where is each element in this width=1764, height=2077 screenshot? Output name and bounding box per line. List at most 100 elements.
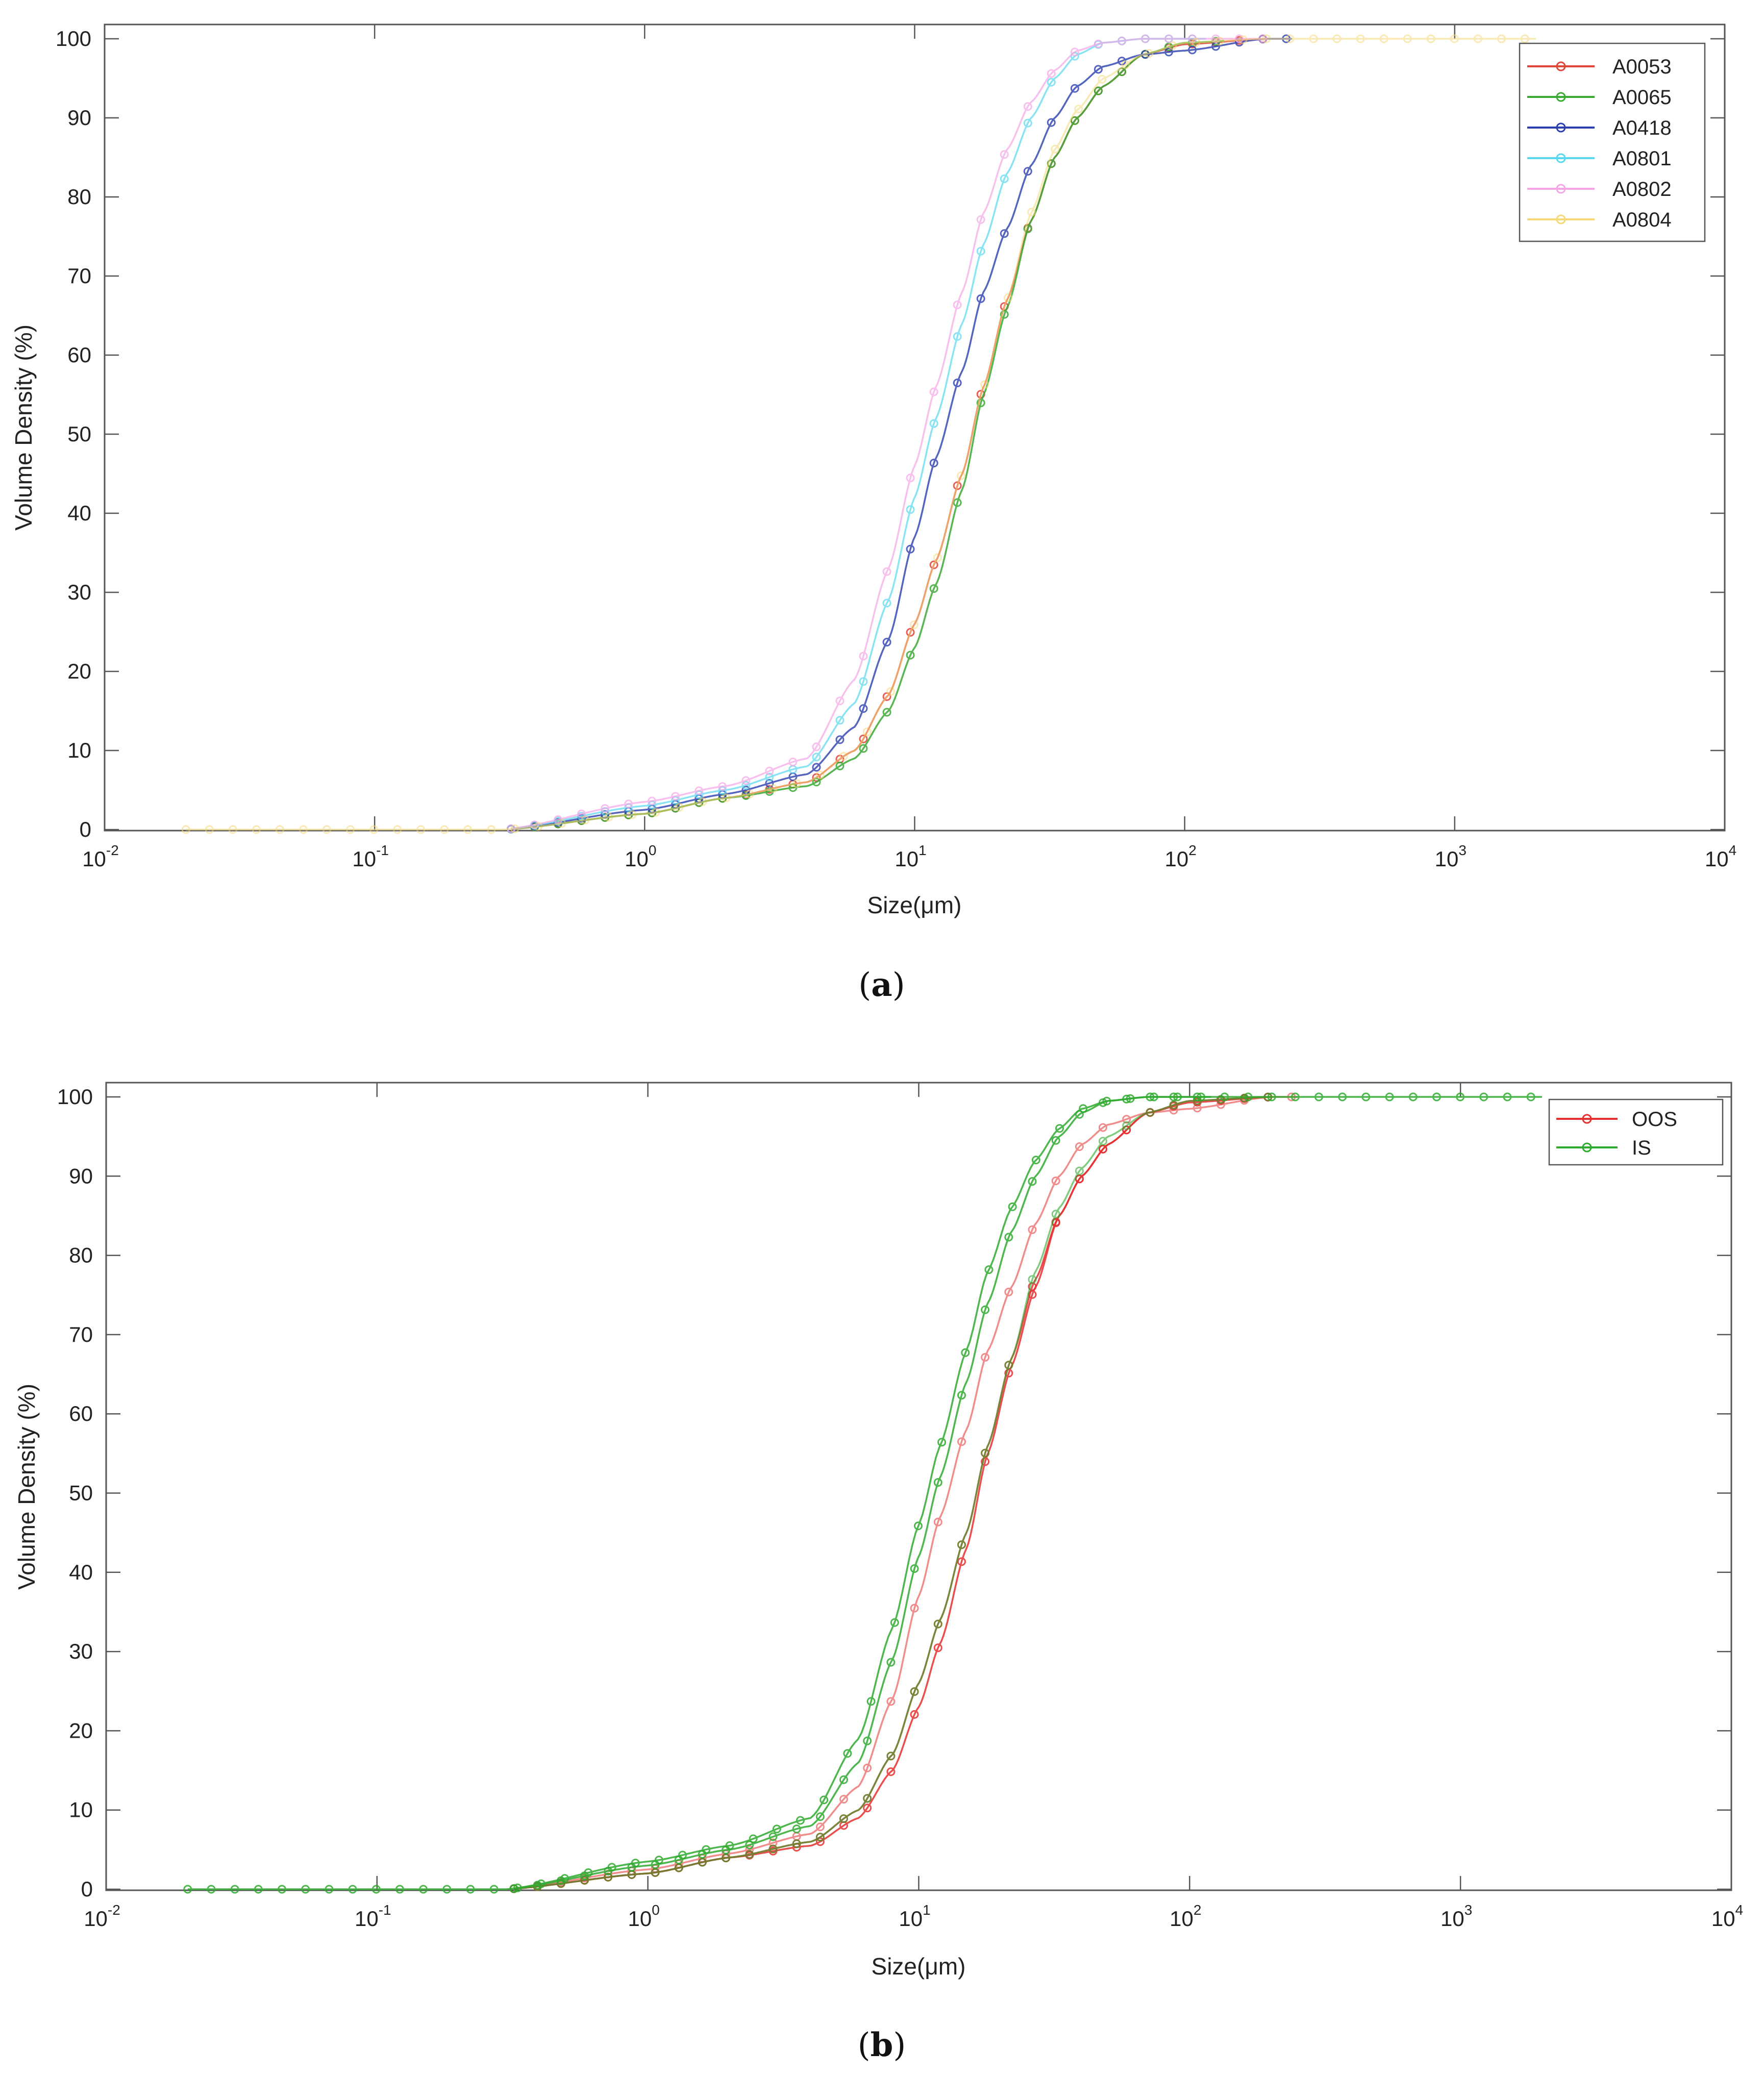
data-point <box>1028 1275 1037 1284</box>
data-point <box>607 1863 616 1872</box>
legend-label: A0053 <box>1612 56 1672 78</box>
x-tick-exponent: -2 <box>108 1902 120 1918</box>
data-point <box>957 1557 966 1566</box>
data-point <box>419 1885 428 1894</box>
data-point <box>556 1879 565 1888</box>
x-tick-label: 103 <box>1435 842 1467 871</box>
data-point <box>1426 34 1435 43</box>
x-tick-exponent: 0 <box>649 842 657 858</box>
data-point <box>745 1840 754 1849</box>
data-point <box>722 793 731 803</box>
data-point <box>1075 1142 1084 1151</box>
data-point <box>981 1305 990 1314</box>
data-point <box>1285 34 1295 43</box>
y-tick-label: 20 <box>69 1718 93 1742</box>
y-tick-label: 10 <box>67 738 91 762</box>
data-point <box>183 1885 192 1894</box>
x-tick-base: 10 <box>82 847 106 871</box>
data-point <box>1520 34 1529 43</box>
data-point <box>1004 1361 1013 1370</box>
data-point <box>698 1858 707 1867</box>
data-point <box>859 704 868 713</box>
y-tick-label: 50 <box>67 422 91 446</box>
data-point <box>1000 174 1009 183</box>
x-tick-base: 10 <box>625 847 649 871</box>
y-tick-label: 60 <box>67 343 91 367</box>
data-point <box>906 505 915 514</box>
data-point <box>1173 1092 1182 1102</box>
data-point <box>1497 34 1506 43</box>
data-point <box>416 825 426 834</box>
series-is <box>509 1092 1273 1893</box>
data-point <box>1122 1121 1131 1130</box>
data-point <box>1164 34 1173 43</box>
panel-b-y-axis-title: Volume Density (%) <box>13 1384 40 1590</box>
data-point <box>510 824 519 833</box>
data-point <box>890 1618 899 1627</box>
data-point <box>933 1619 942 1629</box>
y-tick-label: 0 <box>81 1877 93 1901</box>
panel-b-x-axis-title: Size(μm) <box>872 1953 966 1980</box>
data-point <box>1385 1092 1394 1102</box>
data-point <box>1023 102 1032 111</box>
data-point <box>835 696 844 706</box>
legend-item-a0801: A0801 <box>1527 147 1672 170</box>
x-tick-base: 10 <box>1435 847 1459 871</box>
series-a0804 <box>181 34 1536 834</box>
data-point <box>886 687 895 696</box>
data-point <box>393 825 402 834</box>
data-point <box>181 825 190 834</box>
data-point <box>1000 229 1009 238</box>
x-tick-base: 10 <box>84 1907 108 1931</box>
data-point <box>604 1872 613 1882</box>
x-tick-exponent: -2 <box>106 842 119 858</box>
data-point <box>698 797 707 806</box>
data-point <box>1023 167 1032 176</box>
data-point <box>866 1697 876 1706</box>
data-point <box>957 471 965 480</box>
panel-b-legend-items: OOS IS <box>1556 1108 1677 1159</box>
y-tick-label: 60 <box>69 1402 93 1425</box>
x-tick-base: 10 <box>1711 1907 1735 1931</box>
data-point <box>961 1348 970 1357</box>
data-point <box>369 825 379 834</box>
panel-a-caption: (a) <box>858 966 905 1004</box>
data-point <box>1099 1137 1107 1146</box>
data-point <box>933 1478 942 1487</box>
series-line <box>513 1096 1211 1890</box>
data-point <box>1000 150 1009 159</box>
data-point <box>1075 1174 1084 1184</box>
data-point <box>509 1884 518 1893</box>
panel-b-legend: OOS IS <box>1548 1098 1724 1166</box>
panel-b-caption-letter: b <box>871 2026 893 2064</box>
data-point <box>815 770 825 780</box>
x-tick-exponent: 0 <box>652 1902 660 1918</box>
data-point <box>765 772 774 782</box>
data-point <box>863 1794 872 1803</box>
x-tick-label: 102 <box>1170 1902 1201 1931</box>
x-tick-base: 10 <box>352 847 376 871</box>
data-point <box>205 825 214 834</box>
data-point <box>910 1710 919 1719</box>
data-point <box>768 1844 778 1854</box>
data-point <box>819 1795 829 1805</box>
panel-b-y-tick-labels: 0 10 20 30 40 50 60 70 80 90 100 <box>57 1085 93 1901</box>
panel-b-ticks <box>105 1083 1732 1890</box>
legend-item-a0804: A0804 <box>1527 209 1672 231</box>
data-point <box>648 796 657 806</box>
data-point <box>489 1885 499 1894</box>
panel-b-x-tick-labels: 10-2 10-1 100 101 102 103 104 <box>84 1902 1743 1931</box>
data-point <box>1023 118 1032 128</box>
data-point <box>1099 1144 1107 1154</box>
data-point <box>1309 34 1318 43</box>
data-point <box>768 1838 778 1847</box>
data-point <box>863 1763 872 1772</box>
series-line <box>513 1096 1298 1890</box>
data-point <box>906 473 915 483</box>
data-point <box>882 598 891 608</box>
data-point <box>1094 39 1103 48</box>
data-point <box>1004 1287 1013 1296</box>
x-tick-exponent: 4 <box>1729 842 1737 858</box>
data-point <box>371 1885 381 1894</box>
x-tick-exponent: 1 <box>923 1902 931 1918</box>
